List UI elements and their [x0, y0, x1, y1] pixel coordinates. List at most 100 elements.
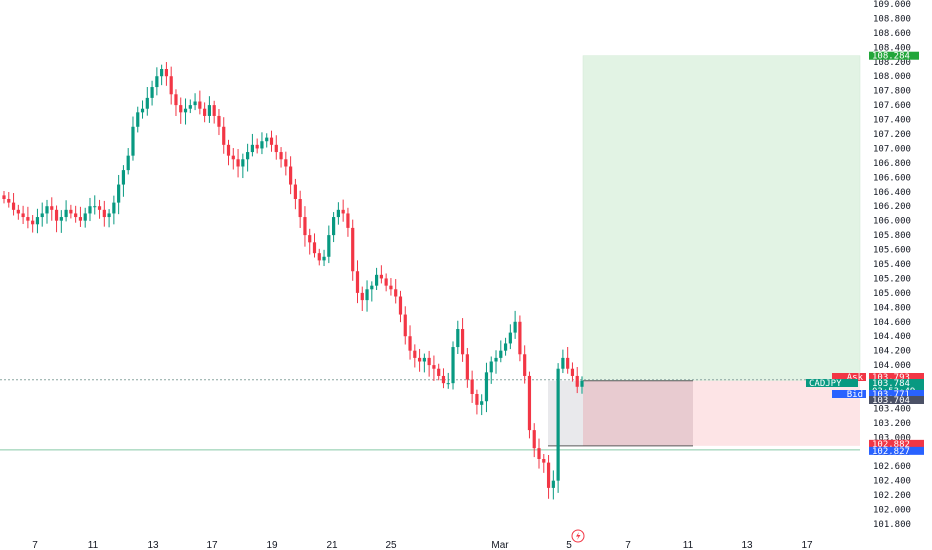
candle-body [422, 357, 426, 362]
candle-body [389, 285, 393, 290]
price-tick-label: 108.200 [873, 58, 911, 68]
candle-body [93, 206, 97, 208]
position-zones[interactable] [548, 55, 861, 447]
candle-body [394, 289, 398, 297]
candle-body [494, 357, 498, 362]
price-tick-label: 102.600 [873, 462, 911, 472]
candle-body [145, 97, 149, 109]
candle-body [384, 278, 388, 286]
candle-body [69, 209, 73, 214]
candle-body [212, 105, 216, 116]
bid-price-tag-box [869, 390, 924, 398]
candle-body [379, 274, 383, 279]
time-tick-label: 13 [147, 540, 159, 550]
price-tick-label: 107.200 [873, 130, 911, 140]
candle-body [45, 206, 49, 214]
bid-price-tag: 103.771 [869, 390, 924, 400]
price-tick-label: 108.600 [873, 29, 911, 39]
time-tick-label: 11 [88, 540, 99, 550]
price-tick-label: 104.400 [873, 332, 911, 342]
candle-body [532, 430, 536, 449]
candle-body [236, 159, 240, 167]
time-tick-label: 5 [566, 540, 572, 550]
candle-body [475, 394, 479, 405]
low-price-tag: 103.704 [869, 396, 924, 406]
candle-body [88, 206, 92, 214]
candle-body [336, 209, 340, 218]
candle-body [121, 170, 126, 185]
candle-body [398, 296, 403, 315]
low-price-tag-text: 103.704 [872, 396, 910, 406]
candle-body [508, 332, 512, 344]
level-price-tag-box [869, 446, 924, 455]
candle-body [518, 321, 522, 355]
stop-price-tag-box [869, 439, 924, 448]
target-price-tag-text: 108.284 [872, 52, 910, 62]
symbol-tag-text: CADJPY [809, 379, 842, 389]
lightning-icon[interactable] [571, 529, 585, 543]
candle-body [351, 227, 355, 272]
price-tick-label: 102.000 [873, 506, 911, 516]
candle-body [499, 350, 503, 358]
candle-body [484, 372, 489, 402]
time-tick-label: Mar [491, 540, 509, 550]
level-price-tag-text: 102.827 [872, 447, 910, 457]
price-tags: 108.284Ask103.793CADJPY103.78403:53:49Bi… [806, 51, 924, 457]
price-tick-label: 102.400 [873, 477, 911, 487]
candle-body [355, 271, 360, 293]
candle-body [308, 235, 312, 243]
candle-body [317, 253, 321, 261]
time-tick-label: 19 [266, 540, 278, 550]
low-price-tag-box [869, 396, 924, 404]
price-tick-label: 108.400 [873, 43, 911, 53]
candle-body [370, 285, 374, 290]
candle-body [427, 357, 431, 366]
candle-body [332, 217, 336, 236]
price-tick-label: 106.600 [873, 173, 911, 183]
ask-label-tag-box [832, 373, 866, 381]
candle-body [174, 94, 178, 106]
candle-body [203, 108, 207, 116]
price-tick-label: 107.800 [873, 87, 911, 97]
price-tick-label: 106.200 [873, 202, 911, 212]
price-tick-label: 103.200 [873, 419, 911, 429]
candle-body [546, 462, 551, 488]
candle-body [188, 105, 192, 109]
candle-body [160, 69, 164, 77]
candle-body [83, 213, 87, 221]
candle-body [460, 329, 465, 355]
candle-body [527, 375, 532, 431]
candle-body [456, 329, 460, 348]
candle-body [150, 87, 154, 98]
candle-body [489, 361, 493, 373]
candle-body [117, 184, 121, 203]
candle-body [480, 401, 484, 405]
candle-body [54, 209, 59, 221]
ask-price-tag-box [869, 373, 924, 381]
time-tick-label: 17 [801, 540, 813, 550]
candle-body [164, 69, 169, 77]
candle-body [50, 206, 54, 210]
candle-body [403, 314, 407, 337]
bid-label-tag-box [832, 390, 866, 398]
candle-body [503, 343, 508, 351]
candle-body [575, 375, 579, 387]
candle-body [241, 159, 245, 167]
candle-body [279, 152, 283, 160]
candle-body [136, 112, 140, 127]
candle-body [269, 137, 274, 145]
candle-body [408, 336, 412, 351]
time-tick-label: 17 [206, 540, 218, 550]
candle-body [112, 202, 116, 214]
price-tick-label: 105.400 [873, 260, 911, 270]
time-tick-label: 21 [326, 540, 338, 550]
candle-body [289, 166, 293, 185]
price-tick-label: 104.200 [873, 347, 911, 357]
target-price-tag-box [869, 51, 919, 60]
candle-body [226, 144, 231, 156]
target-price-tag: 108.284 [869, 51, 919, 62]
ask-price-tag-text: 103.793 [872, 373, 910, 383]
time-axis[interactable]: 7 11 13 17 19 21 25 Mar 5 7 11 13 17 [32, 540, 813, 550]
candle-body [298, 199, 302, 218]
